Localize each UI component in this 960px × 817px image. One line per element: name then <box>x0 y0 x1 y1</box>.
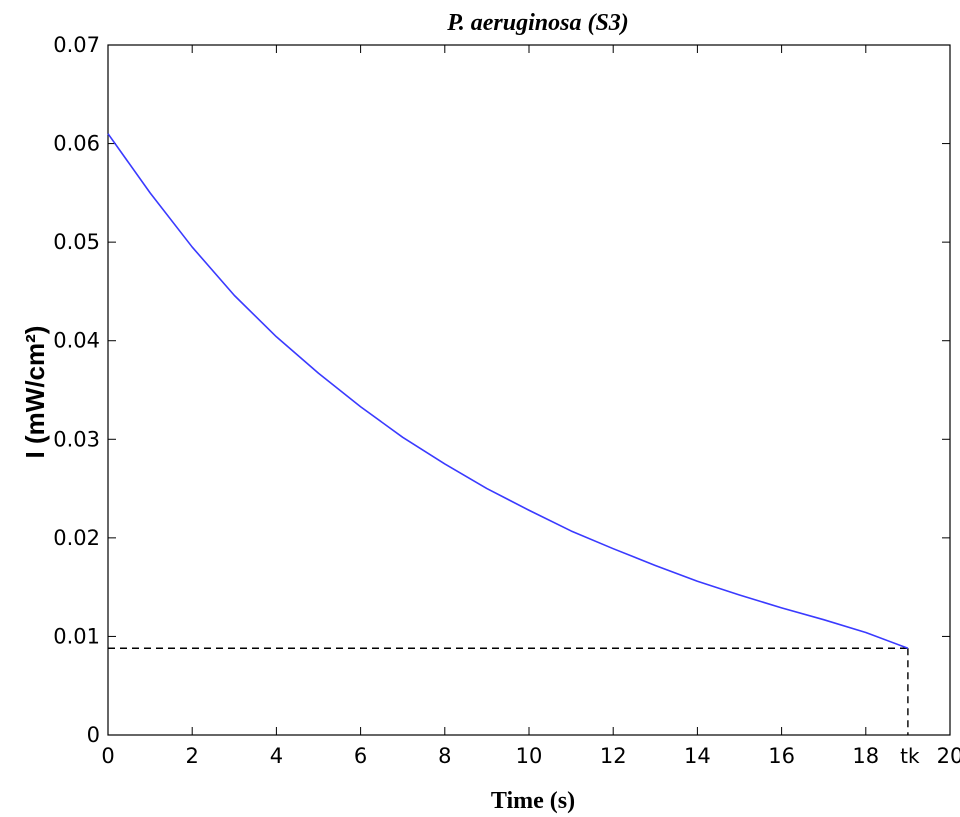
y-tick-label: 0.07 <box>53 33 100 57</box>
x-tick-label: 2 <box>186 744 199 768</box>
y-axis-label: I (mW/cm²) <box>20 326 50 459</box>
x-tick-label: 6 <box>354 744 367 768</box>
y-tick-label: 0.03 <box>53 427 100 451</box>
y-tick-label: 0 <box>87 723 100 747</box>
x-tick-label: 16 <box>768 744 795 768</box>
y-tick-label: 0.02 <box>53 526 100 550</box>
x-tick-label: 20 <box>937 744 960 768</box>
series-line <box>107 133 909 650</box>
x-axis-label: Time (s) <box>491 788 575 814</box>
tk-label: tk <box>900 744 920 768</box>
x-tick-label: 0 <box>101 744 114 768</box>
x-tick-label: 8 <box>438 744 451 768</box>
plot-frame <box>107 44 951 736</box>
y-tick-label: 0.04 <box>53 329 100 353</box>
y-tick-label: 0.01 <box>53 624 100 648</box>
y-tick-label: 0.05 <box>53 230 100 254</box>
x-tick-label: 18 <box>852 744 879 768</box>
x-tick-label: 4 <box>270 744 283 768</box>
x-tick-label: 10 <box>516 744 543 768</box>
chart-title: P. aeruginosa (S3) <box>446 10 629 36</box>
x-tick-label: 12 <box>600 744 627 768</box>
y-tick-label: 0.06 <box>53 132 100 156</box>
x-tick-label: 14 <box>684 744 711 768</box>
